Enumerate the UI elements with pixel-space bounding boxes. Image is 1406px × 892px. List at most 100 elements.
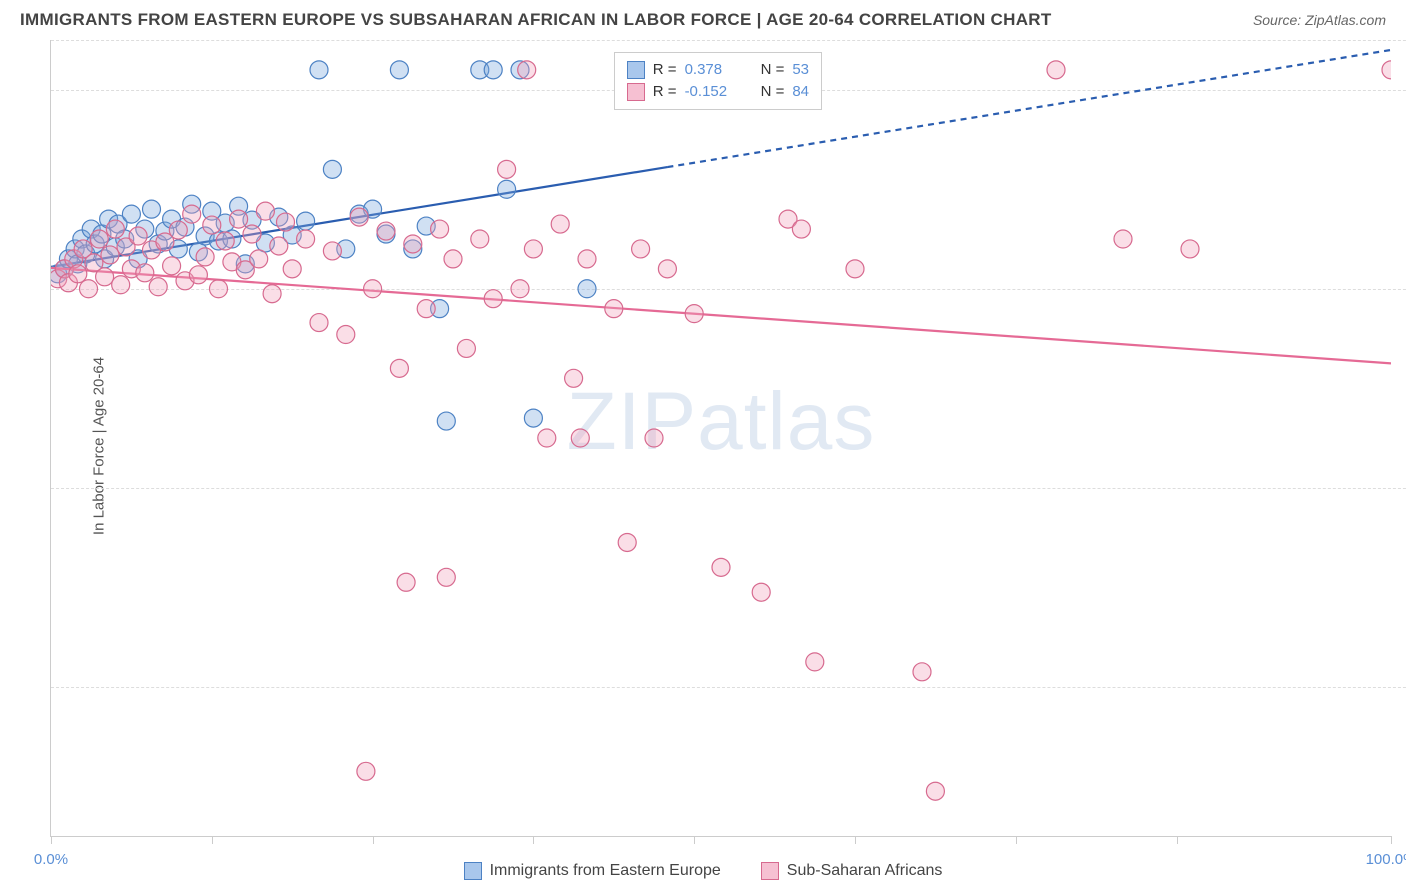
series-legend: Immigrants from Eastern Europe Sub-Sahara…	[0, 862, 1406, 880]
data-point	[437, 412, 455, 430]
data-point	[431, 220, 449, 238]
stats-legend-row: R = -0.152 N = 84	[627, 81, 809, 103]
data-point	[106, 220, 124, 238]
data-point	[390, 359, 408, 377]
data-point	[524, 240, 542, 258]
data-point	[203, 216, 221, 234]
r-label: R =	[653, 83, 677, 100]
data-point	[538, 429, 556, 447]
data-point	[390, 61, 408, 79]
data-point	[1047, 61, 1065, 79]
data-point	[310, 61, 328, 79]
data-point	[457, 339, 475, 357]
data-point	[323, 242, 341, 260]
x-tick	[373, 836, 374, 844]
data-point	[256, 202, 274, 220]
data-point	[498, 160, 516, 178]
r-label: R =	[653, 61, 677, 78]
data-point	[498, 180, 516, 198]
data-point	[216, 232, 234, 250]
data-point	[926, 782, 944, 800]
data-point	[605, 300, 623, 318]
legend-swatch	[627, 83, 645, 101]
legend-item: Sub-Saharan Africans	[761, 862, 943, 880]
data-point	[524, 409, 542, 427]
r-value: 0.378	[685, 61, 745, 78]
data-point	[712, 558, 730, 576]
data-point	[112, 276, 130, 294]
data-point	[350, 208, 368, 226]
legend-label: Sub-Saharan Africans	[787, 862, 943, 880]
data-point	[645, 429, 663, 447]
chart-title: IMMIGRANTS FROM EASTERN EUROPE VS SUBSAH…	[20, 10, 1052, 30]
data-point	[283, 260, 301, 278]
data-point	[752, 583, 770, 601]
data-point	[484, 290, 502, 308]
data-point	[323, 160, 341, 178]
source-attribution: Source: ZipAtlas.com	[1253, 12, 1386, 28]
data-point	[484, 61, 502, 79]
data-point	[310, 314, 328, 332]
x-tick	[1177, 836, 1178, 844]
data-point	[96, 268, 114, 286]
data-point	[913, 663, 931, 681]
data-point	[210, 280, 228, 298]
stats-legend: R = 0.378N = 53R = -0.152N = 84	[614, 52, 822, 110]
data-point	[658, 260, 676, 278]
data-point	[297, 230, 315, 248]
data-point	[518, 61, 536, 79]
data-point	[163, 257, 181, 275]
data-point	[364, 280, 382, 298]
data-point	[578, 280, 596, 298]
data-point	[792, 220, 810, 238]
data-point	[196, 248, 214, 266]
data-point	[437, 568, 455, 586]
data-point	[632, 240, 650, 258]
data-point	[511, 280, 529, 298]
data-point	[1114, 230, 1132, 248]
data-point	[183, 205, 201, 223]
data-point	[806, 653, 824, 671]
chart-header: IMMIGRANTS FROM EASTERN EUROPE VS SUBSAH…	[0, 0, 1406, 36]
data-point	[471, 230, 489, 248]
data-point	[230, 210, 248, 228]
x-tick	[855, 836, 856, 844]
n-value: 84	[792, 83, 809, 100]
x-tick	[51, 836, 52, 844]
data-point	[243, 225, 261, 243]
data-point	[397, 573, 415, 591]
data-point	[571, 429, 589, 447]
r-value: -0.152	[685, 83, 745, 100]
data-point	[404, 235, 422, 253]
x-tick	[1016, 836, 1017, 844]
trend-line	[51, 268, 1391, 364]
n-label: N =	[761, 83, 785, 100]
data-point	[250, 250, 268, 268]
data-point	[143, 200, 161, 218]
legend-swatch	[464, 862, 482, 880]
stats-legend-row: R = 0.378N = 53	[627, 59, 809, 81]
data-point	[846, 260, 864, 278]
data-point	[169, 221, 187, 239]
plot-svg	[51, 40, 1391, 836]
data-point	[551, 215, 569, 233]
n-value: 53	[792, 61, 809, 78]
data-point	[297, 212, 315, 230]
legend-label: Immigrants from Eastern Europe	[490, 862, 721, 880]
data-point	[270, 237, 288, 255]
legend-swatch	[761, 862, 779, 880]
data-point	[122, 205, 140, 223]
data-point	[618, 533, 636, 551]
data-point	[69, 265, 87, 283]
data-point	[263, 285, 281, 303]
x-tick	[1391, 836, 1392, 844]
legend-swatch	[627, 61, 645, 79]
data-point	[136, 264, 154, 282]
data-point	[417, 300, 435, 318]
data-point	[1181, 240, 1199, 258]
data-point	[149, 278, 167, 296]
data-point	[444, 250, 462, 268]
data-point	[565, 369, 583, 387]
data-point	[189, 266, 207, 284]
data-point	[377, 222, 395, 240]
